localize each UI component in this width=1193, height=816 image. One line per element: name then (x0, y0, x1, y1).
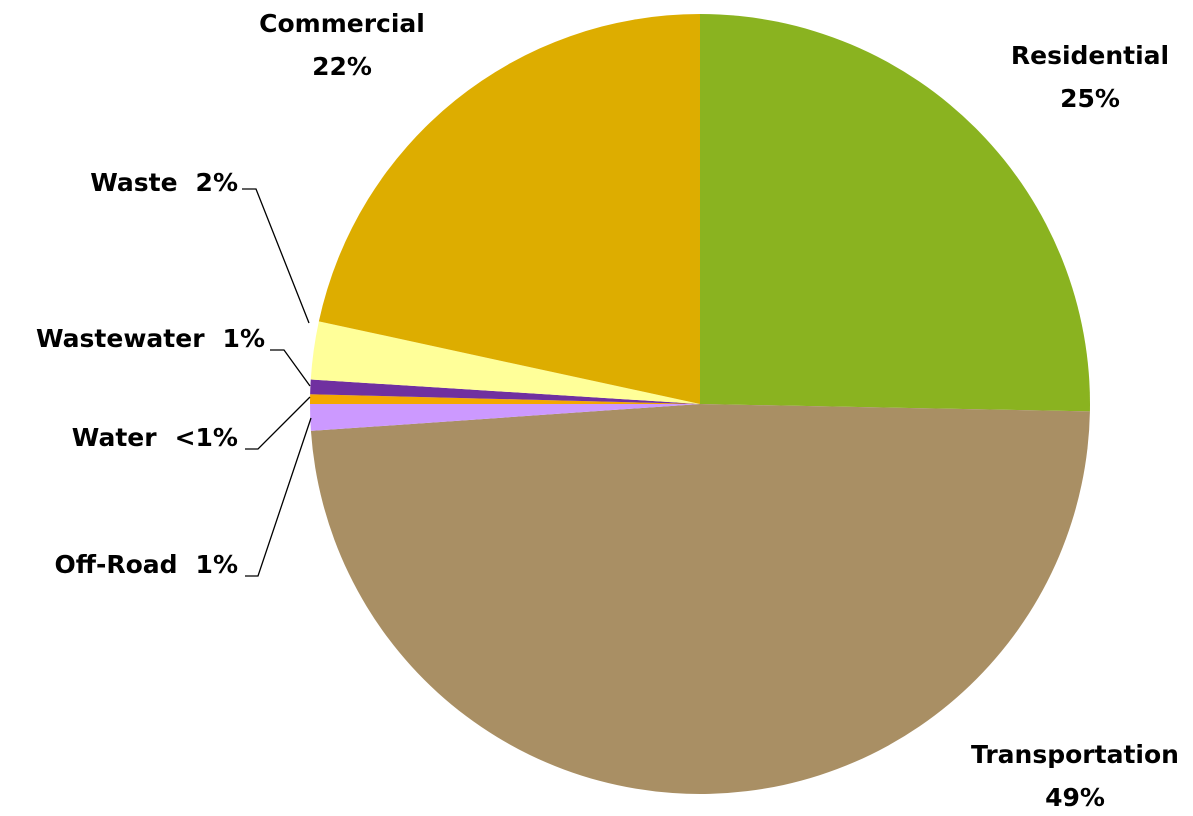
slice-label: Wastewater (36, 324, 205, 353)
leader-lines (242, 188, 312, 577)
labels: Residential 25% Transportation 49% Off-Road 1… (36, 9, 1179, 812)
slice-label: Commercial (259, 9, 425, 38)
slice-label: Waste (90, 168, 177, 197)
leader-line (242, 188, 310, 324)
pie-slice (310, 321, 700, 404)
slice-value-label: 2% (196, 168, 238, 197)
slice-value-label: 1% (223, 324, 265, 353)
slice-label: Off-Road (54, 550, 177, 579)
slice-label: Water (72, 423, 157, 452)
slice-value-label: 49% (1045, 783, 1105, 812)
pie-slice (310, 379, 700, 404)
slice-value-label: 22% (312, 52, 372, 81)
slice-label-group: Water <1% (72, 423, 238, 452)
slice-value-label: <1% (175, 423, 238, 452)
pie-slice (310, 404, 1090, 795)
slice-label-group: Off-Road 1% (54, 550, 238, 579)
slice-label: Transportation (971, 740, 1179, 769)
leader-line (245, 396, 311, 450)
leader-line (245, 417, 312, 577)
pie-slice (310, 404, 700, 431)
pie-slice (310, 394, 700, 404)
pie (310, 14, 1090, 795)
leader-line (270, 349, 311, 387)
slice-label-group: Waste 2% (90, 168, 238, 197)
slice-value-label: 1% (196, 550, 238, 579)
slice-value-label: 25% (1060, 84, 1120, 113)
slice-label-group: Wastewater 1% (36, 324, 265, 353)
pie-slice (700, 14, 1090, 412)
pie-slice (318, 14, 700, 404)
slice-label: Residential (1011, 41, 1169, 70)
